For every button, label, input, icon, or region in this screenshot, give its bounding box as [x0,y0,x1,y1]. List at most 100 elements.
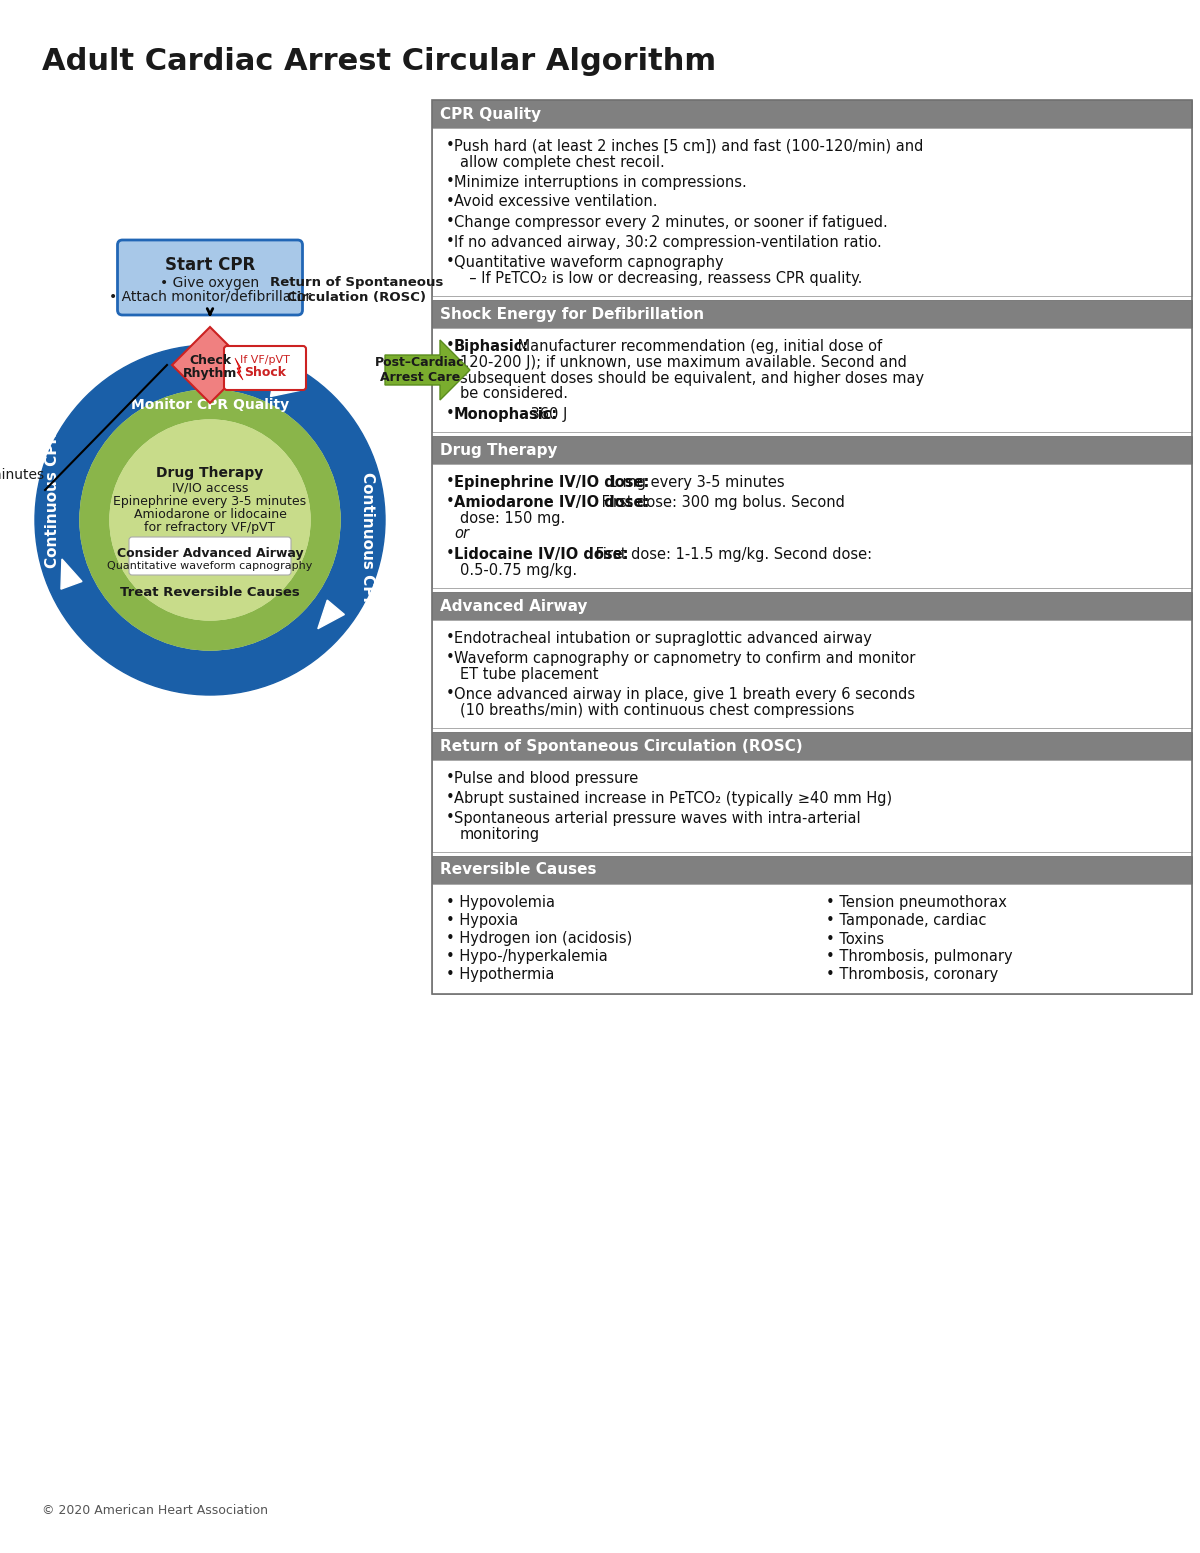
Text: • Hypoxia: • Hypoxia [446,913,518,929]
FancyBboxPatch shape [432,620,1192,728]
Text: CPR Quality: CPR Quality [440,107,541,121]
Text: Amiodarone IV/IO dose:: Amiodarone IV/IO dose: [454,494,649,509]
Text: Spontaneous arterial pressure waves with intra-arterial: Spontaneous arterial pressure waves with… [454,811,860,826]
Text: •: • [446,339,455,354]
Text: 0.5-0.75 mg/kg.: 0.5-0.75 mg/kg. [460,562,577,578]
Text: • Toxins: • Toxins [826,932,884,946]
Circle shape [110,419,310,620]
Text: • Tension pneumothorax: • Tension pneumothorax [826,896,1007,910]
Text: monitoring: monitoring [460,826,540,842]
Text: If VF/pVT: If VF/pVT [240,356,290,365]
FancyBboxPatch shape [432,464,1192,589]
Text: Shock: Shock [244,367,286,379]
Text: Continuous CPR: Continuous CPR [46,432,60,568]
Text: First dose: 300 mg bolus. Second: First dose: 300 mg bolus. Second [598,494,845,509]
Text: Adult Cardiac Arrest Circular Algorithm: Adult Cardiac Arrest Circular Algorithm [42,48,716,76]
Text: Reversible Causes: Reversible Causes [440,862,596,877]
Polygon shape [385,340,470,401]
Text: Amiodarone or lidocaine: Amiodarone or lidocaine [133,508,287,522]
Text: • Hypovolemia: • Hypovolemia [446,896,554,910]
FancyBboxPatch shape [130,537,292,575]
Text: for refractory VF/pVT: for refractory VF/pVT [144,522,276,534]
FancyBboxPatch shape [432,759,1192,853]
Text: •: • [446,651,455,666]
Text: Monitor CPR Quality: Monitor CPR Quality [131,398,289,412]
Text: •: • [446,138,455,154]
Text: Epinephrine every 3-5 minutes: Epinephrine every 3-5 minutes [114,495,306,508]
Text: •: • [446,407,455,421]
Text: •: • [446,174,455,189]
FancyBboxPatch shape [432,884,1192,994]
Text: Endotracheal intubation or supraglottic advanced airway: Endotracheal intubation or supraglottic … [454,631,872,646]
Polygon shape [270,374,300,396]
Text: •: • [446,770,455,786]
Circle shape [80,390,340,651]
Polygon shape [61,559,82,589]
Text: •: • [446,235,455,250]
Text: dose: 150 mg.: dose: 150 mg. [460,511,565,525]
Text: Treat Reversible Causes: Treat Reversible Causes [120,585,300,598]
Text: Start CPR: Start CPR [164,256,256,273]
Text: • Attach monitor/defibrillator: • Attach monitor/defibrillator [109,290,311,304]
Text: First dose: 1-1.5 mg/kg. Second dose:: First dose: 1-1.5 mg/kg. Second dose: [590,547,872,562]
Text: • Hydrogen ion (acidosis): • Hydrogen ion (acidosis) [446,932,632,946]
FancyBboxPatch shape [432,592,1192,620]
Text: Return of Spontaneous Circulation (ROSC): Return of Spontaneous Circulation (ROSC) [440,739,803,753]
Text: Post–Cardiac
Arrest Care: Post–Cardiac Arrest Care [376,356,464,384]
Text: Consider Advanced Airway: Consider Advanced Airway [116,547,304,559]
FancyBboxPatch shape [224,346,306,390]
Text: Epinephrine IV/IO dose:: Epinephrine IV/IO dose: [454,475,649,489]
Text: 1 mg every 3-5 minutes: 1 mg every 3-5 minutes [604,475,785,489]
Text: Avoid excessive ventilation.: Avoid excessive ventilation. [454,194,658,210]
FancyBboxPatch shape [432,856,1192,884]
Text: Minimize interruptions in compressions.: Minimize interruptions in compressions. [454,174,746,189]
FancyBboxPatch shape [432,436,1192,464]
Polygon shape [318,599,344,629]
Text: • Tamponade, cardiac: • Tamponade, cardiac [826,913,986,929]
Text: 360 J: 360 J [526,407,566,421]
Text: •: • [446,631,455,646]
Circle shape [110,419,310,620]
Text: •: • [446,255,455,270]
Polygon shape [235,359,242,380]
Text: Quantitative waveform capnography: Quantitative waveform capnography [107,561,313,572]
Text: •: • [446,811,455,826]
Text: allow complete chest recoil.: allow complete chest recoil. [460,154,665,169]
Text: If no advanced airway, 30:2 compression-ventilation ratio.: If no advanced airway, 30:2 compression-… [454,235,882,250]
Text: subsequent doses should be equivalent, and higher doses may: subsequent doses should be equivalent, a… [460,371,924,385]
Text: •: • [446,686,455,702]
Text: Continuous CPR: Continuous CPR [360,472,374,609]
Text: Manufacturer recommendation (eg, initial dose of: Manufacturer recommendation (eg, initial… [512,339,882,354]
Text: Lidocaine IV/IO dose:: Lidocaine IV/IO dose: [454,547,629,562]
Text: Biphasic:: Biphasic: [454,339,529,354]
Polygon shape [172,328,248,402]
Text: Shock Energy for Defibrillation: Shock Energy for Defibrillation [440,306,704,321]
Text: •: • [446,790,455,806]
FancyBboxPatch shape [118,241,302,315]
Text: 2 minutes: 2 minutes [0,467,44,481]
Text: 120-200 J); if unknown, use maximum available. Second and: 120-200 J); if unknown, use maximum avai… [460,354,907,370]
FancyBboxPatch shape [432,99,1192,127]
Text: Drug Therapy: Drug Therapy [156,466,264,480]
Text: •: • [446,214,455,230]
Text: be considered.: be considered. [460,387,568,402]
Text: • Hypothermia: • Hypothermia [446,968,554,983]
Text: •: • [446,494,455,509]
FancyBboxPatch shape [432,300,1192,328]
Text: (10 breaths/min) with continuous chest compressions: (10 breaths/min) with continuous chest c… [460,702,854,717]
Text: Rhythm: Rhythm [182,367,238,379]
Text: Push hard (at least 2 inches [5 cm]) and fast (100-120/min) and: Push hard (at least 2 inches [5 cm]) and… [454,138,923,154]
Text: Once advanced airway in place, give 1 breath every 6 seconds: Once advanced airway in place, give 1 br… [454,686,916,702]
Text: Return of Spontaneous
Circulation (ROSC): Return of Spontaneous Circulation (ROSC) [270,276,443,304]
Text: • Thrombosis, coronary: • Thrombosis, coronary [826,968,998,983]
Text: IV/IO access: IV/IO access [172,481,248,494]
Text: Waveform capnography or capnometry to confirm and monitor: Waveform capnography or capnometry to co… [454,651,916,666]
Text: © 2020 American Heart Association: © 2020 American Heart Association [42,1503,268,1516]
Text: Monophasic:: Monophasic: [454,407,558,421]
Text: Advanced Airway: Advanced Airway [440,598,588,613]
Text: ET tube placement: ET tube placement [460,666,599,682]
Text: Abrupt sustained increase in PᴇTCO₂ (typically ≥40 mm Hg): Abrupt sustained increase in PᴇTCO₂ (typ… [454,790,892,806]
Circle shape [80,390,340,651]
Text: •: • [446,194,455,210]
Text: Change compressor every 2 minutes, or sooner if fatigued.: Change compressor every 2 minutes, or so… [454,214,888,230]
